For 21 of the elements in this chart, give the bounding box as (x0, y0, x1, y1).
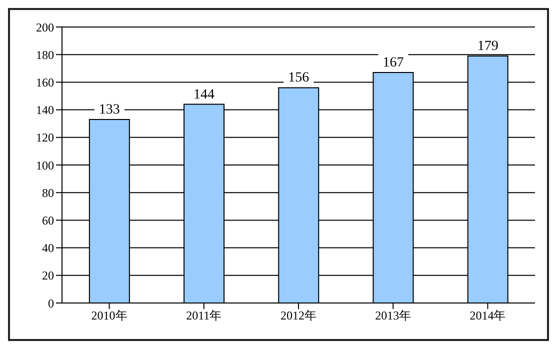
y-tick-label: 40 (42, 241, 54, 256)
y-tick-label: 200 (36, 20, 54, 34)
x-tick-label: 2014年 (470, 308, 506, 323)
y-tick-label: 80 (42, 186, 54, 200)
x-tick-label: 2011年 (186, 308, 222, 323)
data-label: 156 (288, 70, 310, 86)
x-tick-label: 2013年 (375, 308, 412, 323)
data-label: 133 (98, 102, 120, 118)
y-tick-label: 20 (42, 268, 54, 283)
y-tick-label: 160 (36, 75, 54, 90)
data-label: 179 (477, 38, 498, 54)
y-tick-label: 180 (36, 48, 54, 62)
x-tick-label: 2010年 (91, 308, 128, 323)
y-tick-label: 100 (36, 158, 54, 172)
y-tick-label: 120 (36, 130, 54, 145)
data-label: 167 (382, 56, 404, 71)
data-label: 144 (194, 87, 215, 102)
y-tick-label: 140 (36, 103, 54, 118)
y-tick-label: 60 (42, 213, 54, 228)
y-tick-label: 0 (48, 296, 54, 310)
x-tick-label: 2012年 (280, 308, 316, 323)
